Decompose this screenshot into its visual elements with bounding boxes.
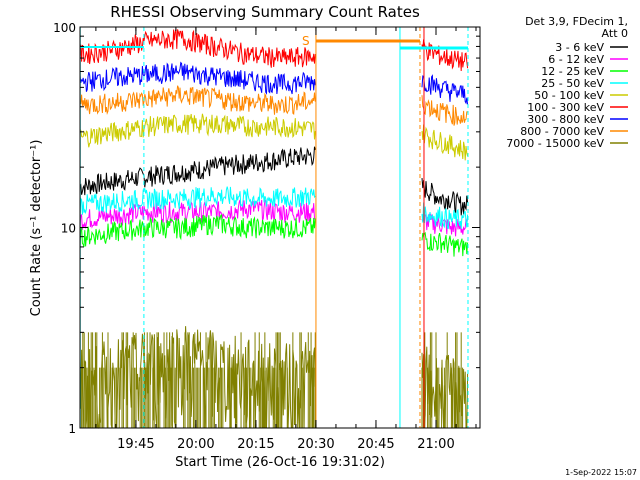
legend-label: 100 - 300 keV [527, 101, 604, 114]
x-tick-label: 20:45 [357, 437, 394, 452]
legend-label: 25 - 50 keV [541, 77, 604, 90]
legend-label: 7000 - 15000 keV [506, 137, 604, 150]
series-line-after [421, 95, 468, 126]
axes-layer: 1 10 100 19:45 20:00 20:15 20:30 20:45 21:00 [53, 21, 481, 452]
series-line-after [421, 178, 469, 216]
x-tick-label: 20:15 [237, 437, 274, 452]
x-axis-label: Start Time (26-Oct-16 19:31:02) [175, 455, 385, 470]
timestamp-label: 1-Sep-2022 15:07 [565, 468, 637, 477]
x-tick-label: 19:45 [117, 437, 154, 452]
series-12-25-kev [79, 214, 469, 257]
series-line-after [421, 231, 469, 257]
x-tick-label: 20:00 [177, 437, 214, 452]
series-line-before [79, 146, 316, 196]
series-line-after [421, 202, 469, 229]
series-line-before [79, 186, 316, 216]
y-tick-label: 10 [61, 222, 76, 236]
legend-label: 12 - 25 keV [541, 65, 604, 78]
series-line-before [79, 85, 316, 116]
y-tick-label: 100 [53, 21, 76, 35]
series-300-800-kev [79, 61, 469, 105]
series-line-before [79, 61, 316, 95]
low-count-bars [80, 332, 464, 428]
series-100-300-kev [79, 28, 469, 72]
chart-title: RHESSI Observing Summary Count Rates [110, 3, 420, 21]
series-7000-15000-kev [79, 326, 469, 429]
series-layer [79, 28, 469, 429]
legend-label: 3 - 6 keV [555, 41, 604, 54]
series-line-before [79, 214, 316, 248]
y-axis-label: Count Rate (s⁻¹ detector⁻¹) [29, 140, 44, 317]
saa-annotation: S [302, 34, 310, 48]
series-800-7000-kev [79, 85, 468, 126]
legend-header: Det 3,9, FDecim 1, [525, 15, 628, 28]
legend-label: 800 - 7000 keV [520, 125, 604, 138]
y-tick-label: 1 [68, 422, 76, 436]
series-line-before [79, 28, 316, 68]
series-25-50-kev [79, 186, 469, 229]
series-line-before [79, 113, 316, 148]
series-3-6-kev [79, 146, 469, 216]
series-line-after [421, 39, 469, 72]
x-tick-label: 21:00 [417, 437, 454, 452]
series-line-after [421, 74, 469, 105]
legend-label: 6 - 12 keV [548, 53, 604, 66]
series-50-100-kev [79, 113, 469, 161]
legend-label: 50 - 100 keV [534, 89, 604, 102]
series-line-after [421, 124, 469, 161]
legend-header: Att 0 [602, 27, 628, 40]
legend-label: 300 - 800 keV [527, 113, 604, 126]
x-tick-label: 20:30 [297, 437, 334, 452]
